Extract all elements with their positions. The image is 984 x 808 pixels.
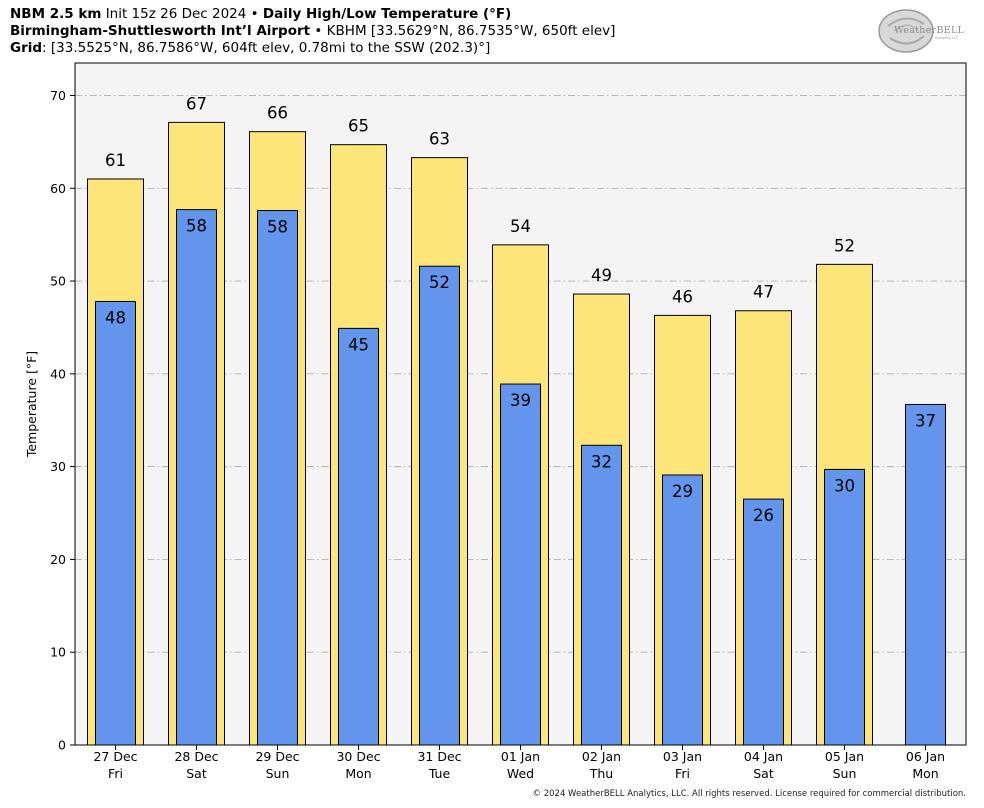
- station-name: Birmingham-Shuttlesworth Int’l Airport: [10, 23, 311, 39]
- high-value-label: 49: [591, 266, 612, 285]
- high-value-label: 66: [267, 104, 288, 123]
- x-tick-day-label: Thu: [589, 766, 613, 781]
- low-value-label: 58: [186, 217, 207, 236]
- low-bar: [257, 210, 298, 746]
- x-tick-day-label: Fri: [108, 766, 123, 781]
- low-value-label: 37: [915, 411, 936, 430]
- low-bar: [905, 403, 946, 746]
- low-bar: [500, 383, 541, 746]
- x-tick-date-label: 04 Jan: [744, 749, 783, 764]
- low-bar: [419, 265, 460, 746]
- x-tick-date-label: 28 Dec: [174, 749, 218, 764]
- x-tick-day-label: Tue: [428, 766, 451, 781]
- chart-title: Daily High/Low Temperature (°F): [262, 6, 512, 22]
- x-tick-date-label: 03 Jan: [663, 749, 702, 764]
- high-value-label: 46: [672, 287, 693, 306]
- separator: •: [314, 23, 323, 39]
- x-tick-day-label: Sun: [833, 766, 857, 781]
- x-tick-date-label: 01 Jan: [501, 749, 540, 764]
- high-value-label: 61: [105, 151, 126, 170]
- x-tick-day-label: Wed: [507, 766, 534, 781]
- station-info: KBHM [33.5629°N, 86.7535°W, 650ft elev]: [326, 23, 616, 39]
- low-value-label: 30: [834, 476, 855, 495]
- low-bar: [176, 209, 217, 746]
- low-value-label: 39: [510, 391, 531, 410]
- logo-subtext: Analytics LLC: [935, 36, 959, 40]
- high-value-label: 67: [186, 94, 207, 113]
- low-bar: [662, 474, 703, 746]
- low-value-label: 52: [429, 273, 450, 292]
- y-tick-label: 50: [50, 274, 66, 289]
- y-axis-label: Temperature [°F]: [24, 351, 39, 458]
- x-tick-day-label: Sat: [753, 766, 774, 781]
- x-tick-day-label: Sun: [266, 766, 290, 781]
- x-tick-date-label: 05 Jan: [825, 749, 864, 764]
- low-value-label: 26: [753, 506, 774, 525]
- high-value-label: 52: [834, 236, 855, 255]
- x-tick-date-label: 02 Jan: [582, 749, 621, 764]
- low-value-label: 48: [105, 308, 126, 327]
- x-tick-date-label: 31 Dec: [417, 749, 461, 764]
- x-tick-date-label: 29 Dec: [255, 749, 299, 764]
- high-value-label: 63: [429, 130, 450, 149]
- y-tick-label: 60: [50, 181, 66, 196]
- x-tick-day-label: Mon: [912, 766, 938, 781]
- low-bar: [743, 498, 784, 746]
- y-tick-label: 0: [58, 738, 66, 753]
- x-tick-date-label: 27 Dec: [93, 749, 137, 764]
- copyright-notice: © 2024 WeatherBELL Analytics, LLC. All r…: [532, 789, 966, 799]
- plot-frame: [74, 62, 967, 746]
- y-tick-label: 70: [50, 88, 66, 103]
- low-bar: [338, 327, 379, 746]
- logo-text: WeatherBELL: [894, 25, 965, 36]
- y-tick-label: 10: [50, 645, 66, 660]
- y-tick-label: 30: [50, 459, 66, 474]
- low-value-label: 32: [591, 452, 612, 471]
- low-bar: [581, 444, 622, 746]
- header-line-2: Birmingham-Shuttlesworth Int’l Airport •…: [10, 23, 615, 40]
- low-bar: [95, 300, 136, 746]
- high-value-label: 65: [348, 117, 369, 136]
- low-value-label: 58: [267, 218, 288, 237]
- weatherbell-logo-icon: [878, 9, 934, 53]
- separator: •: [250, 6, 259, 22]
- header-line-1: NBM 2.5 km Init 15z 26 Dec 2024 • Daily …: [10, 6, 511, 23]
- low-value-label: 45: [348, 335, 369, 354]
- grid-info: : [33.5525°N, 86.7586°W, 604ft elev, 0.7…: [42, 40, 491, 56]
- x-tick-date-label: 30 Dec: [336, 749, 380, 764]
- low-bar: [824, 468, 865, 746]
- init-time: Init 15z 26 Dec 2024: [105, 6, 247, 22]
- model-name: NBM 2.5 km: [10, 6, 102, 22]
- low-value-label: 29: [672, 482, 693, 501]
- x-tick-date-label: 06 Jan: [906, 749, 945, 764]
- x-tick-day-label: Fri: [675, 766, 690, 781]
- y-tick-label: 40: [50, 366, 66, 381]
- high-value-label: 54: [510, 217, 531, 236]
- y-tick-label: 20: [50, 552, 66, 567]
- high-value-label: 47: [753, 283, 774, 302]
- grid-label: Grid: [10, 40, 43, 56]
- x-tick-day-label: Mon: [345, 766, 371, 781]
- x-tick-day-label: Sat: [186, 766, 207, 781]
- header-line-3: Grid: [33.5525°N, 86.7586°W, 604ft elev,…: [10, 40, 490, 57]
